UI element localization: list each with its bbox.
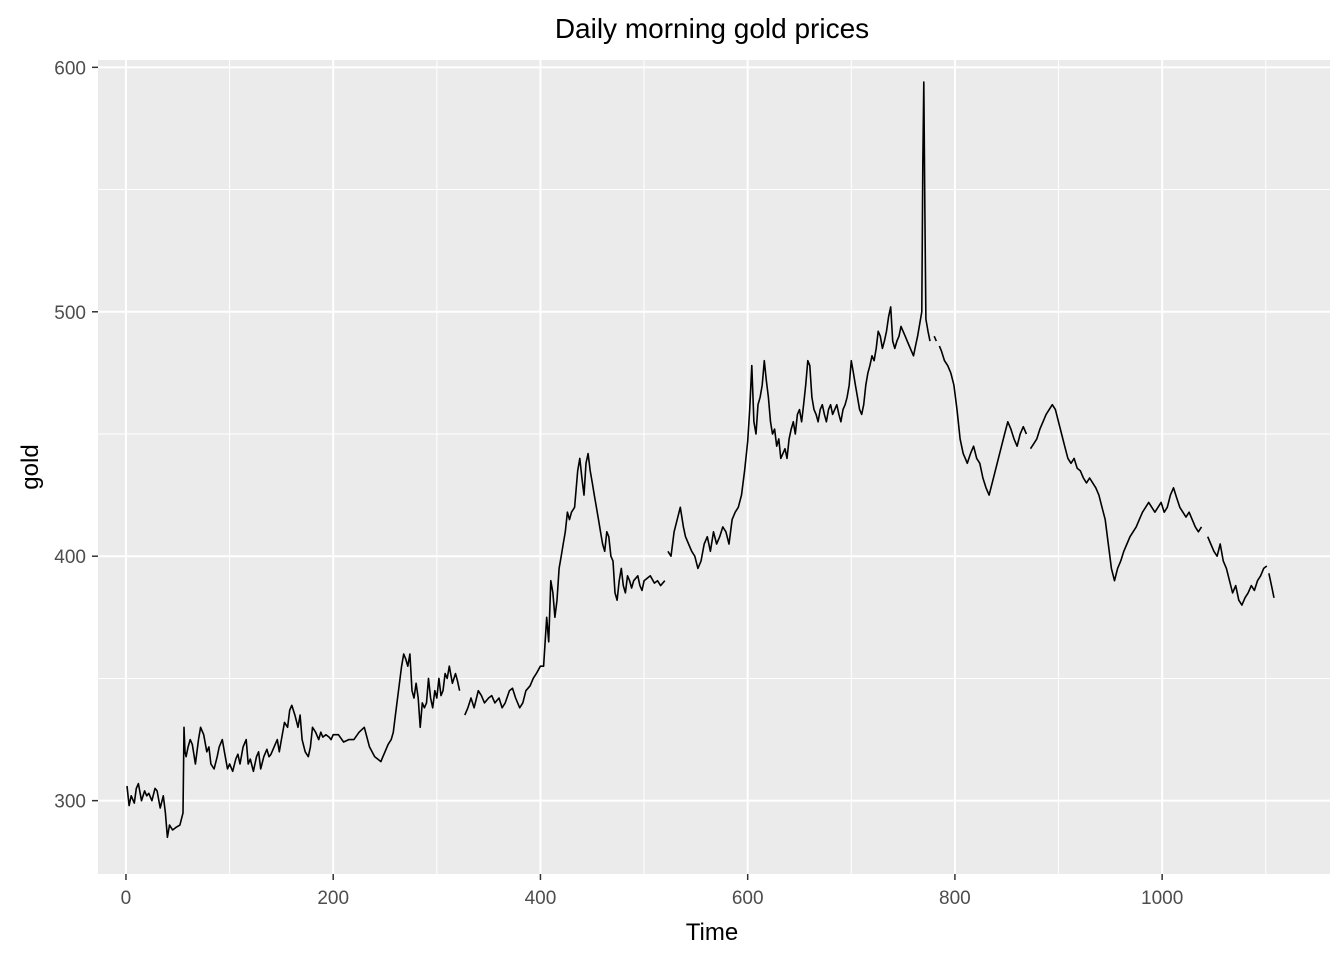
minor-gridlines	[98, 60, 1330, 874]
x-axis: 0 200 400 600 800 1000	[121, 874, 1183, 909]
series-line-segment	[1206, 536, 1268, 606]
plot-panel	[98, 60, 1330, 874]
x-tick-label: 400	[525, 888, 557, 909]
x-tick-label: 200	[317, 888, 349, 909]
major-gridlines	[98, 60, 1330, 874]
series-line-segment	[126, 653, 461, 839]
y-axis-title: gold	[17, 444, 44, 489]
series-line-segment	[1029, 403, 1203, 582]
series-line-segment	[464, 452, 666, 716]
series-line-segment	[938, 345, 1028, 496]
x-tick-label: 0	[121, 888, 132, 909]
y-axis: 300 400 500 600	[54, 58, 98, 813]
x-tick-label: 1000	[1141, 888, 1183, 909]
series-line-segment	[933, 335, 938, 342]
gold-price-series	[126, 81, 1275, 839]
y-tick-label: 500	[54, 303, 86, 324]
y-tick-label: 600	[54, 58, 86, 79]
y-tick-label: 300	[54, 792, 86, 813]
y-tick-label: 400	[54, 547, 86, 568]
x-tick-label: 600	[732, 888, 764, 909]
series-line-segment	[667, 81, 931, 570]
series-line-segment	[1268, 573, 1275, 598]
chart-title: Daily morning gold prices	[555, 13, 869, 44]
x-tick-label: 800	[939, 888, 971, 909]
x-axis-title: Time	[686, 919, 738, 946]
